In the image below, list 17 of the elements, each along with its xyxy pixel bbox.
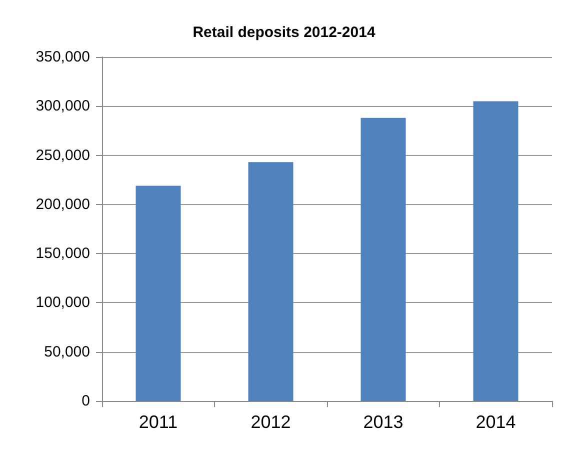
- y-tick-label: 200,000: [36, 196, 90, 213]
- y-tick-label: 50,000: [44, 343, 90, 360]
- bar: [473, 101, 518, 401]
- y-tick-label: 0: [82, 392, 90, 410]
- chart-title: Retail deposits 2012-2014: [192, 24, 376, 41]
- bar: [136, 186, 181, 401]
- x-tick-label: 2011: [138, 412, 178, 432]
- y-tick-label: 100,000: [36, 294, 90, 312]
- x-tick-label: 2012: [250, 412, 291, 432]
- y-tick-label: 250,000: [36, 146, 90, 164]
- bar: [248, 162, 294, 401]
- x-tick-label: 2014: [476, 412, 516, 432]
- y-tick-label: 300,000: [36, 98, 90, 115]
- x-tick-label: 2013: [363, 412, 404, 432]
- bar: [360, 118, 406, 401]
- y-tick-label: 350,000: [36, 48, 90, 66]
- y-tick-label: 150,000: [36, 245, 90, 262]
